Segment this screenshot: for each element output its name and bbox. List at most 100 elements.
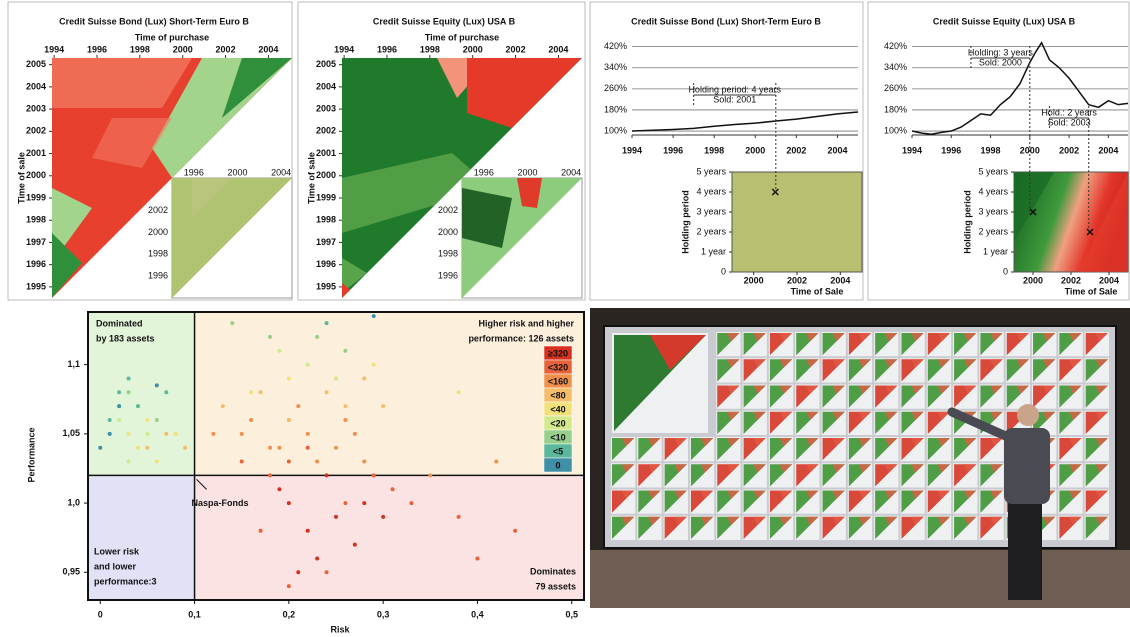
scatter-point bbox=[324, 473, 329, 478]
tile bbox=[1084, 410, 1109, 435]
y-tick-label: 100% bbox=[604, 125, 627, 135]
scatter-point bbox=[183, 445, 188, 450]
tile bbox=[768, 332, 794, 357]
tile-heat bbox=[621, 490, 635, 499]
tile bbox=[926, 489, 952, 514]
tile bbox=[637, 437, 662, 462]
y-tick-label: 1995 bbox=[316, 281, 336, 291]
tile-heat bbox=[954, 359, 977, 382]
panel-title: Credit Suisse Equity (Lux) USA B bbox=[373, 16, 516, 26]
tile-heat bbox=[727, 411, 740, 421]
scatter-point bbox=[126, 431, 131, 436]
tile-heat bbox=[1059, 438, 1082, 461]
scatter-point bbox=[173, 431, 178, 436]
x-tick-label: 0,1 bbox=[188, 609, 201, 619]
scatter-point bbox=[343, 418, 348, 422]
y-tick-label: 2003 bbox=[316, 103, 336, 113]
annotation-text: Sold: 2001 bbox=[713, 94, 756, 104]
tile-heat bbox=[954, 438, 977, 461]
tile bbox=[742, 437, 767, 462]
x-tick-label: 2004 bbox=[1098, 145, 1118, 155]
scatter-point bbox=[362, 459, 367, 464]
tile-heat bbox=[806, 385, 819, 394]
tile-heat bbox=[901, 516, 924, 539]
tile-heat bbox=[674, 490, 687, 499]
y-axis-label: Time of sale bbox=[306, 152, 316, 204]
tile bbox=[979, 515, 1004, 540]
legend-label: <40 bbox=[550, 404, 565, 414]
y-tick-label: 5 years bbox=[696, 166, 726, 176]
tile-heat bbox=[911, 464, 924, 473]
x-tick-label: 1996 bbox=[941, 145, 961, 155]
tile bbox=[847, 332, 873, 357]
tile-heat bbox=[848, 490, 872, 513]
tile-heat bbox=[927, 333, 951, 356]
tile-heat bbox=[822, 385, 845, 408]
tile-heat bbox=[1095, 359, 1108, 368]
y-tick-label: 1999 bbox=[316, 192, 336, 202]
scatter-point bbox=[456, 514, 461, 519]
tile-heat bbox=[885, 516, 898, 526]
tile-heat bbox=[901, 385, 924, 408]
tile bbox=[663, 489, 688, 514]
tile-heat bbox=[769, 359, 793, 382]
tile-heat bbox=[638, 516, 661, 539]
inset-patches bbox=[172, 178, 292, 298]
tile-heat bbox=[614, 335, 706, 431]
tile-heat bbox=[727, 490, 740, 499]
tile-heat bbox=[1069, 464, 1082, 473]
x-tick-label: 1994 bbox=[334, 44, 354, 54]
tile bbox=[1032, 358, 1057, 383]
y-tick-label: 2003 bbox=[26, 103, 46, 113]
x-tick-label: 2000 bbox=[744, 275, 764, 285]
tile-heat bbox=[690, 490, 714, 513]
tile bbox=[1084, 489, 1109, 514]
tile bbox=[821, 410, 846, 435]
y-tick-label: 1996 bbox=[26, 259, 46, 269]
scatter-point bbox=[249, 390, 254, 395]
tile bbox=[795, 489, 820, 514]
tile bbox=[979, 489, 1004, 514]
y-tick-label: 2 years bbox=[978, 226, 1008, 236]
tile-heat bbox=[769, 516, 793, 539]
tile bbox=[716, 410, 741, 435]
tile-heat bbox=[1069, 411, 1082, 421]
scatter-point bbox=[296, 404, 301, 409]
tile-heat bbox=[621, 464, 635, 473]
inset-heatmap bbox=[462, 178, 582, 298]
tile-heat bbox=[650, 335, 706, 370]
scatter-point bbox=[286, 501, 291, 506]
tile-heat bbox=[980, 490, 1003, 513]
quadrant-label: 79 assets bbox=[535, 581, 576, 591]
tile-heat bbox=[822, 464, 845, 487]
tile-heat bbox=[911, 516, 924, 526]
tile-heat bbox=[911, 438, 924, 447]
tile-heat bbox=[875, 464, 898, 487]
scatter-point bbox=[239, 459, 244, 464]
tile-heat bbox=[621, 516, 635, 526]
tile bbox=[979, 437, 1004, 462]
quadrant bbox=[88, 312, 195, 476]
inset-x-tick-label: 1996 bbox=[474, 167, 494, 177]
tile-heat bbox=[980, 385, 1003, 408]
quadrant-label: performance: 126 assets bbox=[468, 333, 574, 343]
y-tick-label: 2000 bbox=[316, 170, 336, 180]
y-tick-label: 3 years bbox=[978, 206, 1008, 216]
tile-heat bbox=[674, 438, 687, 447]
tile bbox=[900, 384, 925, 409]
y-tick-label: 1999 bbox=[26, 192, 46, 202]
tile-heat bbox=[743, 359, 766, 382]
scatter-point bbox=[456, 390, 461, 395]
tile bbox=[847, 489, 873, 514]
tile bbox=[795, 437, 820, 462]
tile-heat bbox=[927, 385, 951, 408]
tile-heat bbox=[612, 438, 635, 461]
y-axis-label: Time of sale bbox=[16, 152, 26, 204]
quadrant-label: Dominated bbox=[96, 318, 143, 328]
scatter-point bbox=[315, 459, 320, 464]
tile-heat bbox=[753, 490, 766, 499]
tile-heat bbox=[753, 438, 766, 447]
tile bbox=[926, 515, 952, 540]
annotation-text: Hold.: 2 years bbox=[1041, 107, 1097, 117]
tile-heat bbox=[927, 438, 951, 461]
